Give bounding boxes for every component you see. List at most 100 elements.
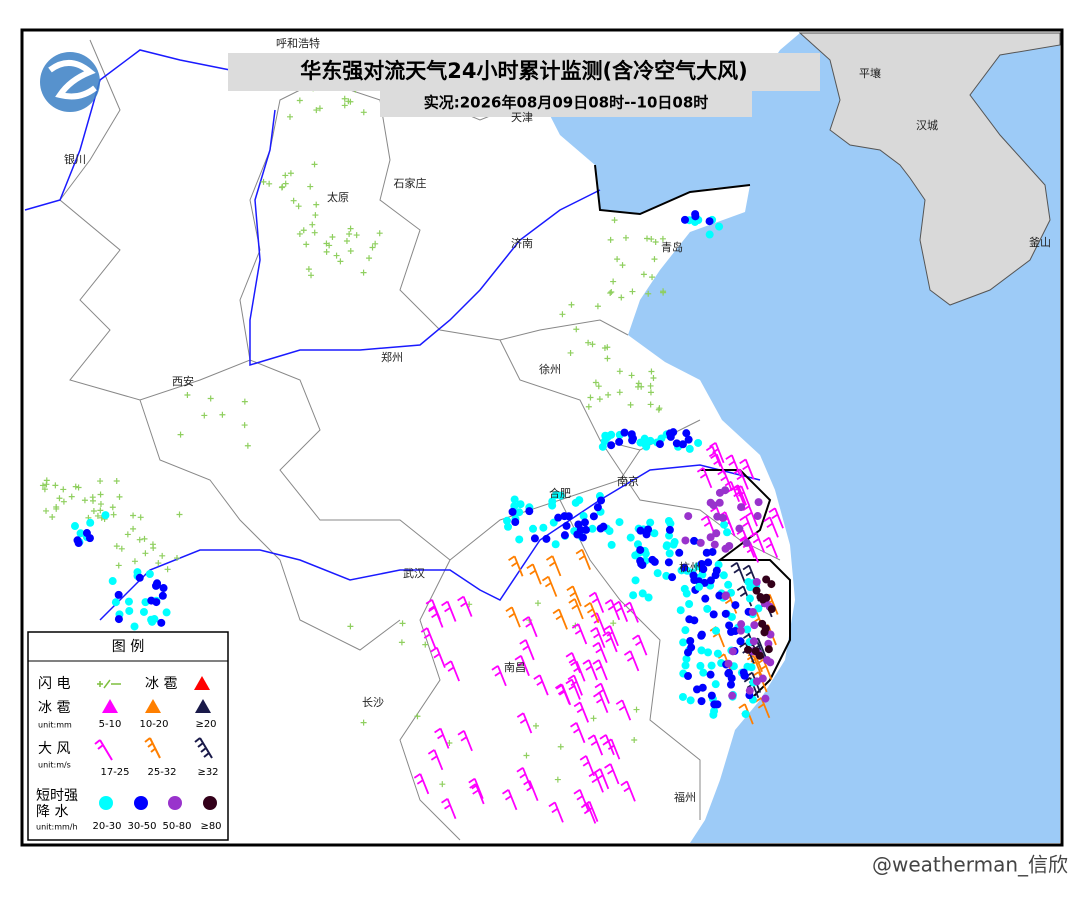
city-label: 郑州 bbox=[381, 350, 403, 364]
wind-mark bbox=[709, 442, 725, 464]
lightning-mark bbox=[341, 95, 348, 102]
wind-mark bbox=[514, 655, 530, 677]
city-label: 青岛 bbox=[661, 240, 683, 254]
wind-mark bbox=[590, 626, 606, 648]
rain-mark bbox=[686, 696, 695, 705]
hail-symbol bbox=[195, 699, 211, 713]
korea bbox=[798, 32, 1061, 306]
rain-mark bbox=[564, 512, 573, 521]
rain-mark bbox=[705, 230, 714, 239]
lightning-mark bbox=[219, 411, 226, 418]
wind-mark bbox=[587, 734, 604, 756]
rain-mark bbox=[135, 573, 144, 582]
rain-mark bbox=[705, 217, 714, 226]
lightning-mark bbox=[308, 272, 315, 279]
rain-mark bbox=[554, 513, 563, 522]
lightning-mark bbox=[590, 715, 597, 722]
lightning-mark bbox=[567, 349, 574, 356]
lightning-mark bbox=[573, 326, 580, 333]
rain-mark bbox=[70, 522, 79, 531]
rain-mark bbox=[748, 607, 757, 616]
wind-mark bbox=[522, 616, 538, 638]
lightning-mark bbox=[113, 543, 120, 550]
lightning-mark bbox=[316, 105, 323, 112]
rain-mark bbox=[574, 520, 583, 529]
wind-mark bbox=[583, 602, 600, 624]
rain-mark bbox=[710, 707, 719, 716]
province-border bbox=[599, 439, 781, 561]
rain-mark bbox=[762, 575, 771, 584]
lightning-mark bbox=[323, 248, 330, 255]
wind-mark bbox=[457, 730, 473, 752]
rain-mark bbox=[715, 591, 724, 600]
lightning-mark bbox=[585, 403, 592, 410]
city-label: 杭州 bbox=[679, 560, 701, 574]
rain-mark bbox=[642, 530, 651, 539]
rain-mark bbox=[710, 540, 719, 549]
rain-mark bbox=[503, 516, 512, 525]
lightning-mark bbox=[53, 503, 60, 510]
rain-mark bbox=[130, 622, 139, 631]
lightning-mark bbox=[184, 392, 191, 399]
province-border bbox=[139, 399, 401, 651]
lightning-mark bbox=[300, 227, 307, 234]
rain-mark bbox=[710, 700, 719, 709]
rain-mark bbox=[157, 618, 166, 627]
rain-mark bbox=[607, 441, 616, 450]
wind-mark bbox=[505, 606, 521, 628]
wind-mark bbox=[541, 575, 558, 597]
rain-mark bbox=[711, 680, 720, 689]
city-label: 济南 bbox=[511, 236, 533, 250]
rain-mark bbox=[588, 524, 597, 533]
lightning-mark bbox=[159, 552, 166, 559]
lightning-mark bbox=[141, 535, 148, 542]
rain-mark bbox=[754, 498, 763, 507]
rain-mark bbox=[644, 593, 653, 602]
rain-mark bbox=[680, 215, 689, 224]
wind-mark bbox=[592, 659, 608, 681]
lightning-mark bbox=[648, 368, 655, 375]
wind-mark bbox=[588, 771, 604, 793]
lightning-mark bbox=[360, 109, 367, 116]
wind-mark bbox=[554, 683, 571, 705]
lightning-mark bbox=[131, 558, 138, 565]
lightning-mark bbox=[313, 107, 320, 114]
rain-mark bbox=[713, 649, 722, 658]
lightning-mark bbox=[295, 203, 302, 210]
hail-symbol bbox=[145, 699, 161, 713]
legend-unit: unit:mm bbox=[38, 721, 72, 730]
rain-mark bbox=[615, 518, 624, 527]
title-box bbox=[228, 53, 820, 91]
wind-mark bbox=[457, 595, 473, 617]
legend-unit: unit:m/s bbox=[38, 761, 71, 770]
rain-mark bbox=[728, 647, 737, 656]
rain-mark bbox=[655, 440, 664, 449]
wind-mark bbox=[571, 623, 588, 645]
wind-mark bbox=[519, 639, 535, 661]
rain-mark bbox=[737, 503, 746, 512]
lightning-mark bbox=[611, 217, 618, 224]
rain-mark bbox=[690, 616, 699, 625]
rain-mark bbox=[158, 591, 167, 600]
rain-mark bbox=[767, 580, 776, 589]
lightning-mark bbox=[629, 288, 636, 295]
lightning-mark bbox=[647, 389, 654, 396]
lightning-mark bbox=[110, 511, 117, 518]
rain-mark bbox=[737, 620, 746, 629]
lightning-mark bbox=[94, 512, 101, 519]
lightning-mark bbox=[660, 289, 667, 296]
lightning-mark bbox=[90, 507, 97, 514]
lightning-mark bbox=[366, 255, 373, 262]
wind-mark bbox=[523, 779, 539, 802]
rain-mark bbox=[681, 661, 690, 670]
rain-mark bbox=[727, 612, 736, 621]
wind-mark bbox=[565, 678, 581, 700]
lightning-mark bbox=[559, 311, 566, 318]
rain-mark bbox=[712, 626, 721, 635]
wind-mark bbox=[599, 734, 615, 756]
rain-mark bbox=[742, 538, 751, 547]
lightning-mark bbox=[201, 412, 208, 419]
rain-mark bbox=[542, 534, 551, 543]
legend-label: 冰 雹 bbox=[145, 676, 177, 692]
rain-mark bbox=[682, 589, 691, 598]
